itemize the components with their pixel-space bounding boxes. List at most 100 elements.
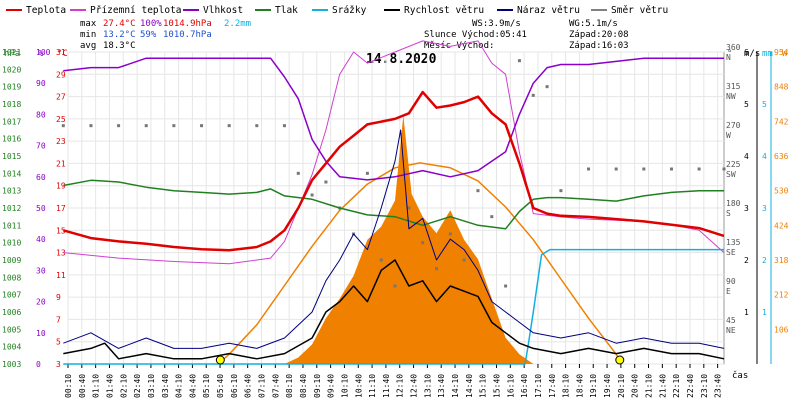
w-tick-label: 318 [774,256,789,265]
pct-tick-label: 30 [36,266,46,275]
ms-tick-label: 1 [744,308,749,317]
series-wind-speed [63,259,725,360]
dir-tick-label: NW [726,92,736,101]
pct-tick-label: 50 [36,204,46,213]
stats-max-temp: 27.4°C [103,19,136,29]
wind-direction-point [379,258,383,262]
wind-direction-point [61,124,65,128]
hpa-tick-label: 1020 [2,65,21,74]
wind-direction-point [365,171,369,175]
w-tick-label: 212 [774,291,789,300]
x-tick-label: 03:40 [161,374,170,398]
pct-tick-label: 40 [36,235,46,244]
legend-label-rychlost: Rychlost větru [404,5,484,16]
ms-tick-label: 3 [744,204,749,213]
info-block: WS:3.9m/s WG:5.1m/s Slunce Východ:05:41 … [424,19,629,51]
w-tick-label: 742 [774,117,789,126]
legend-label-naraz: Náraz větru [517,5,580,16]
legend-label-srazky: Srážky [332,5,367,16]
pct-tick-label: 60 [36,173,46,182]
c-tick-label: 5 [56,338,61,347]
x-tick-label: 11:10 [368,374,377,398]
series-wind-gust [63,129,725,349]
x-tick-label: 05:10 [202,374,211,398]
x-tick-label: 07:10 [258,374,267,398]
legend-label-tlak: Tlak [275,5,298,16]
w-tick-label: 848 [774,83,789,92]
x-tick-label: 20:40 [631,374,640,398]
deg-tick-label: 360 [726,43,741,52]
stats-avg-label: avg [80,41,96,51]
x-tick-label: 00:10 [64,374,73,398]
x-tick-label: 18:10 [562,374,571,398]
stats-min-press: 1010.7hPa [163,30,212,40]
legend-label-teplota: Teplota [26,5,66,16]
legend-label-vlhkost: Vlhkost [203,5,243,16]
series-rain [63,248,724,365]
stats-block: max 27.4°C 100% 1014.9hPa 2.2mm min 13.2… [80,19,251,51]
wind-direction-point [324,180,328,184]
chart-title-date: 14.8.2020 [366,52,437,67]
hpa-tick-label: 1004 [2,343,21,352]
hpa-tick-label: 1017 [2,117,21,126]
x-tick-label: 23:10 [700,374,709,398]
ms-tick-label: 5 [744,100,749,109]
x-tick-label: 22:40 [686,374,695,398]
x-tick-label: 17:10 [534,374,543,398]
mm-tick-label: 3 [762,204,767,213]
x-tick-label: 12:40 [410,374,419,398]
unit-time: čas [732,370,748,381]
hpa-tick-label: 1007 [2,291,21,300]
hpa-tick-label: 1011 [2,221,21,230]
sunset-marker [615,355,625,365]
wind-direction-point [614,167,618,171]
legend-label-prizemni: Přízemní teplota [90,5,182,16]
deg-tick-label: 135 [726,238,741,247]
axes: 00:10 00:40 01:10 01:40 02:10 02:40 03:10 03:40… [2,43,789,398]
wind-direction-point [504,284,508,288]
x-tick-label: 16:40 [520,374,529,398]
wind-direction-point [310,193,314,197]
info-sun-rise: Slunce Východ:05:41 [424,30,527,40]
pct-tick-label: 80 [36,110,46,119]
unit-pct: % [38,49,44,59]
deg-tick-label: 45 [726,316,736,325]
dir-tick-label: W [726,131,731,140]
c-tick-label: 3 [56,360,61,369]
x-tick-label: 19:40 [603,374,612,398]
x-tick-label: 15:10 [479,374,488,398]
pct-tick-label: 100 [36,48,51,57]
wind-direction-point [545,85,549,89]
mm-tick-label: 5 [762,100,767,109]
series-solar-radiation [63,115,725,365]
w-tick-label: 636 [774,152,789,161]
legend: Teplota Přízemní teplota Vlhkost Tlak Sr… [6,5,668,16]
w-tick-label: 424 [774,221,789,230]
series-ground-temperature [63,40,725,265]
x-tick-label: 06:10 [230,374,239,398]
stats-min-hum: 59% [140,30,157,40]
hpa-tick-label: 1003 [2,360,21,369]
x-tick-label: 22:10 [672,374,681,398]
ms-tick-label: 6 [744,48,749,57]
x-tick-label: 11:40 [382,374,391,398]
x-tick-label: 06:40 [244,374,253,398]
pct-tick-label: 70 [36,142,46,151]
dir-tick-label: N [726,53,731,62]
unit-ms: m/s [744,49,760,59]
wind-direction-point [531,93,535,97]
x-tick-label: 04:10 [175,374,184,398]
hpa-tick-label: 1012 [2,204,21,213]
legend-label-smer: Směr větru [611,5,668,16]
pct-tick-label: 10 [36,329,46,338]
wind-direction-point [697,167,701,171]
x-tick-label: 14:10 [451,374,460,398]
wind-direction-point [669,167,673,171]
x-tick-label: 10:10 [340,374,349,398]
deg-tick-label: 180 [726,199,741,208]
x-tick-label: 20:10 [617,374,626,398]
mm-tick-label: 2 [762,256,767,265]
w-tick-label: 530 [774,187,789,196]
unit-w: W [782,49,788,59]
